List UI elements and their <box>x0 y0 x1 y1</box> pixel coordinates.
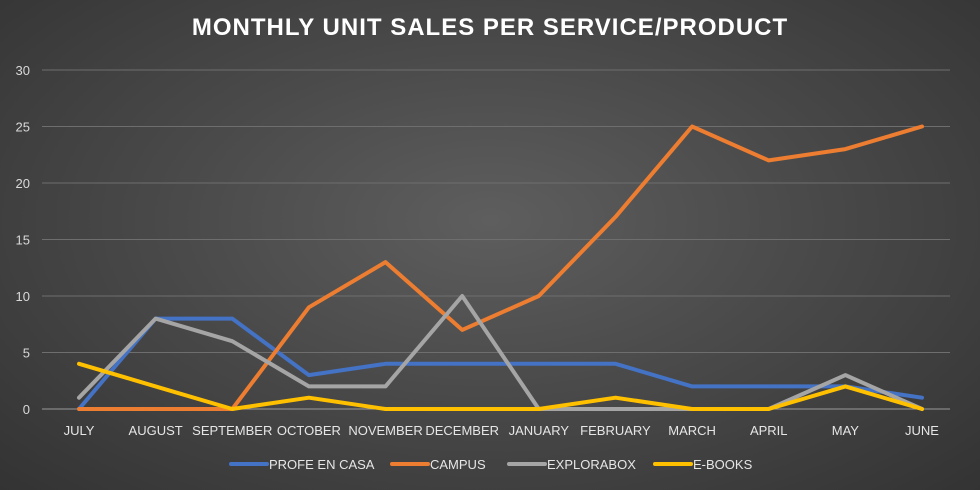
x-tick-label: OCTOBER <box>277 423 341 438</box>
x-tick-label: MAY <box>832 423 860 438</box>
legend-label: PROFE EN CASA <box>269 457 375 472</box>
y-tick-label: 15 <box>16 233 30 248</box>
legend-label: EXPLORABOX <box>547 457 636 472</box>
legend-label: E-BOOKS <box>693 457 753 472</box>
x-tick-label: NOVEMBER <box>348 423 422 438</box>
x-tick-label: AUGUST <box>129 423 183 438</box>
y-axis-ticks: 0 5 10 15 20 25 30 <box>16 63 30 417</box>
x-axis-ticks: JULY AUGUST SEPTEMBER OCTOBER NOVEMBER DECEMB… <box>64 423 940 438</box>
series-line-profe-en-casa <box>77 316 924 411</box>
series-lines <box>77 124 924 411</box>
legend: PROFE EN CASA CAMPUS EXPLORABOX E-BOOKS <box>229 457 753 472</box>
chart-title: MONTHLY UNIT SALES PER SERVICE/PRODUCT <box>191 14 789 41</box>
x-tick-label: JUNE <box>905 423 939 438</box>
y-tick-label: 0 <box>23 402 30 417</box>
series-line-e-books <box>77 361 924 411</box>
y-tick-label: 20 <box>16 176 30 191</box>
y-tick-label: 10 <box>16 289 30 304</box>
legend-label: CAMPUS <box>430 457 486 472</box>
x-tick-label: DECEMBER <box>425 423 499 438</box>
x-tick-label: APRIL <box>750 423 788 438</box>
x-tick-label: MARCH <box>668 423 716 438</box>
y-tick-label: 5 <box>23 346 30 361</box>
x-tick-label: JULY <box>64 423 95 438</box>
y-tick-label: 30 <box>16 63 30 78</box>
x-tick-label: JANUARY <box>509 423 570 438</box>
series-line-campus <box>77 124 924 411</box>
x-tick-label: FEBRUARY <box>580 423 651 438</box>
y-tick-label: 25 <box>16 120 30 135</box>
gridlines <box>42 69 950 410</box>
x-tick-label: SEPTEMBER <box>192 423 272 438</box>
